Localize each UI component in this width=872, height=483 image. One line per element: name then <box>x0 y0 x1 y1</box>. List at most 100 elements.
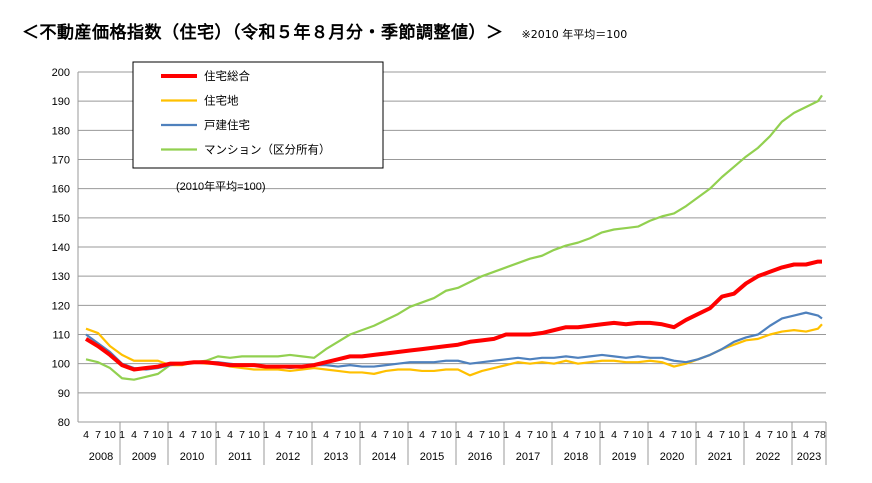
x-tick-label: 10 <box>488 429 500 441</box>
x-tick-label: 7 <box>719 429 725 441</box>
legend-label: 住宅総合 <box>204 69 250 83</box>
series-line-3 <box>85 94 823 381</box>
y-tick-label: 110 <box>52 330 70 342</box>
x-tick-label: 4 <box>755 429 761 441</box>
year-label: 2022 <box>756 451 780 463</box>
y-tick-label: 160 <box>52 184 70 196</box>
x-tick-label: 10 <box>296 429 308 441</box>
year-label: 2008 <box>89 451 113 463</box>
x-tick-label: 1 <box>791 429 797 441</box>
y-tick-labels: 80 90 100 110 120 130 140 150 160 170 180 190 200 <box>52 67 70 429</box>
x-tick-label: 1 <box>599 429 605 441</box>
year-label: 2009 <box>132 451 156 463</box>
x-tick-label: 4 <box>707 429 713 441</box>
year-label: 2015 <box>420 451 444 463</box>
x-tick-label: 7 <box>527 429 533 441</box>
x-tick-label: 7 <box>239 429 245 441</box>
year-label: 2016 <box>468 451 492 463</box>
x-tick-label: 10 <box>536 429 548 441</box>
y-tick-label: 120 <box>52 300 70 312</box>
x-tick-label: 10 <box>344 429 356 441</box>
year-label: 2012 <box>276 451 300 463</box>
x-tick-label: 4 <box>275 429 281 441</box>
x-tick-label: 1 <box>455 429 461 441</box>
x-tick-label: 10 <box>104 429 116 441</box>
x-tick-label: 7 <box>671 429 677 441</box>
x-tick-label: 7 <box>479 429 485 441</box>
x-tick-label: 1 <box>743 429 749 441</box>
x-tick-label: 1 <box>503 429 509 441</box>
y-tick-label: 170 <box>52 155 70 167</box>
x-tick-label: 1 <box>167 429 173 441</box>
x-tick-label: 10 <box>584 429 596 441</box>
year-label: 2018 <box>564 451 588 463</box>
x-tick-label: 4 <box>563 429 569 441</box>
y-tick-label: 100 <box>52 359 70 371</box>
base-year-note: ※2010 年平均＝100 <box>521 28 628 41</box>
x-tick-label: 1 <box>647 429 653 441</box>
y-tick-label: 90 <box>58 388 70 400</box>
x-tick-label: 7 <box>767 429 773 441</box>
x-tick-label: 4 <box>659 429 665 441</box>
x-tick-label: 4 <box>419 429 425 441</box>
x-tick-label: 10 <box>776 429 788 441</box>
x-tick-label: 4 <box>227 429 233 441</box>
x-tick-label: 10 <box>152 429 164 441</box>
x-tick-label: 10 <box>248 429 260 441</box>
year-label: 2014 <box>372 451 396 463</box>
legend-label: マンション（区分所有） <box>204 143 331 157</box>
x-tick-label: 1 <box>215 429 221 441</box>
y-tick-label: 140 <box>52 242 70 254</box>
x-tick-label: 10 <box>440 429 452 441</box>
x-tick-label: 7 <box>623 429 629 441</box>
x-tick-label-last: 78 <box>814 429 826 441</box>
year-label: 2019 <box>612 451 636 463</box>
x-tick-label: 1 <box>407 429 413 441</box>
x-tick-label: 7 <box>431 429 437 441</box>
series-line-1 <box>85 323 823 377</box>
x-tick-label: 7 <box>287 429 293 441</box>
y-tick-label: 80 <box>58 417 70 429</box>
x-tick-label: 1 <box>551 429 557 441</box>
legend-label: 戸建住宅 <box>204 118 250 132</box>
page-title: ＜不動産価格指数（住宅）（令和５年８月分・季節調整値）＞ <box>22 23 504 43</box>
x-tick-label: 7 <box>95 429 101 441</box>
x-tick-label: 10 <box>680 429 692 441</box>
x-tick-label: 4 <box>611 429 617 441</box>
x-tick-label: 4 <box>131 429 137 441</box>
x-tick-label: 4 <box>323 429 329 441</box>
x-tick-label: 7 <box>335 429 341 441</box>
x-tick-label: 7 <box>191 429 197 441</box>
x-tick-label: 7 <box>575 429 581 441</box>
x-tick-label: 1 <box>119 429 125 441</box>
series-line-0 <box>84 259 822 372</box>
y-tick-label: 200 <box>52 67 70 79</box>
year-label: 2013 <box>324 451 348 463</box>
year-label: 2021 <box>708 451 732 463</box>
x-tick-label: 10 <box>392 429 404 441</box>
x-tick-label: 4 <box>371 429 377 441</box>
x-tick-label: 1 <box>695 429 701 441</box>
y-tick-label: 180 <box>52 125 70 137</box>
year-label: 2017 <box>516 451 540 463</box>
legend-label: 住宅地 <box>204 94 239 108</box>
year-label: 2010 <box>180 451 204 463</box>
x-tick-label: 1 <box>263 429 269 441</box>
x-tick-label: 4 <box>179 429 185 441</box>
x-tick-label: 7 <box>383 429 389 441</box>
x-tick-label: 10 <box>632 429 644 441</box>
y-tick-label: 130 <box>52 271 70 283</box>
year-label: 2011 <box>228 451 252 463</box>
y-tick-label: 190 <box>52 96 70 108</box>
x-tick-label: 10 <box>728 429 740 441</box>
x-tick-label: 10 <box>200 429 212 441</box>
x-tick-label: 1 <box>359 429 365 441</box>
header: ＜不動産価格指数（住宅）（令和５年８月分・季節調整値）＞ ※2010 年平均＝1… <box>22 18 862 43</box>
x-tick-label: 7 <box>143 429 149 441</box>
x-tick-label: 4 <box>515 429 521 441</box>
x-tick-label: 1 <box>311 429 317 441</box>
chart-annotation: (2010年平均=100) <box>176 179 266 193</box>
